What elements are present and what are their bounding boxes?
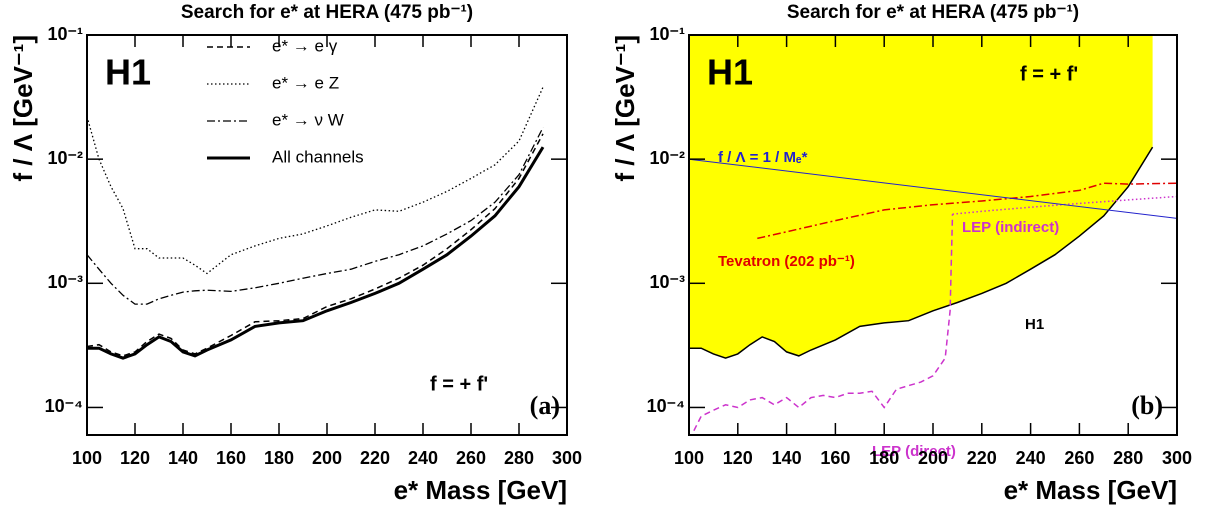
series-label: Tevatron (202 pb⁻¹) [718,253,855,270]
y-tick-label: 10⁻³ [47,272,83,292]
series-line [693,214,954,432]
y-tick-label: 10⁻² [649,148,685,168]
y-tick-label: 10⁻¹ [47,24,83,44]
x-tick-label: 120 [120,448,150,468]
x-tick-label: 180 [264,448,294,468]
series-line [86,86,544,275]
legend-label: All channels [272,147,364,166]
y-tick-label: 10⁻⁴ [647,396,685,416]
x-tick-label: 300 [1162,448,1192,468]
x-tick-label: 200 [918,448,948,468]
annotation: (b) [1131,391,1163,420]
x-tick-label: 280 [1113,448,1143,468]
y-tick-label: 10⁻² [47,148,83,168]
series-line [87,146,545,360]
x-tick-label: 120 [723,448,753,468]
plot-frame [86,34,568,436]
series-label: H1 [1025,316,1044,333]
chart-title: Search for e* at HERA (475 pb⁻¹) [181,2,473,23]
x-tick-label: 140 [168,448,198,468]
chart-title: Search for e* at HERA (475 pb⁻¹) [787,2,1079,23]
annotation: (a) [530,391,560,420]
annotation: H1 [707,52,753,93]
x-axis-label: e* Mass [GeV] [394,475,567,505]
x-tick-label: 200 [312,448,342,468]
x-tick-label: 160 [820,448,850,468]
y-tick-label: 10⁻¹ [649,24,685,44]
y-tick-label: 10⁻⁴ [45,396,83,416]
x-tick-label: 100 [72,448,102,468]
series-label: LEP (direct) [872,443,956,460]
legend-label: e* → ν W [272,110,344,129]
x-tick-label: 260 [456,448,486,468]
x-tick-label: 260 [1064,448,1094,468]
y-axis-label: f / Λ [GeV⁻¹] [610,35,640,182]
x-tick-label: 140 [772,448,802,468]
x-tick-label: 220 [967,448,997,468]
series-line [86,127,544,305]
x-tick-label: 220 [360,448,390,468]
x-tick-label: 300 [552,448,582,468]
y-axis-label: f / Λ [GeV⁻¹] [8,35,38,182]
x-tick-label: 160 [216,448,246,468]
series-line [757,182,1178,240]
legend-label: e* → e γ [272,36,338,55]
x-tick-label: 180 [869,448,899,468]
x-tick-label: 280 [504,448,534,468]
series-line [86,133,544,357]
series-label: f / Λ = 1 / Mₑ* [718,149,808,166]
series-line [688,158,1178,219]
annotation: f = + f' [430,373,488,395]
x-tick-label: 100 [674,448,704,468]
series-label: LEP (indirect) [962,219,1059,236]
annotation: H1 [105,52,151,93]
series-line [952,195,1178,215]
x-tick-label: 240 [408,448,438,468]
excluded-area [689,35,1153,359]
series-line [689,146,1154,359]
legend-label: e* → e Z [272,73,339,92]
annotation: f = + f' [1020,63,1078,85]
x-axis-label: e* Mass [GeV] [1004,475,1177,505]
x-tick-label: 240 [1016,448,1046,468]
y-tick-label: 10⁻³ [649,272,685,292]
